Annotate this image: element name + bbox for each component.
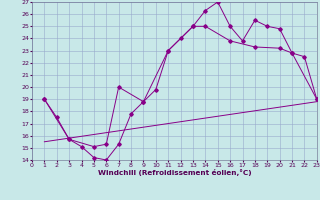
X-axis label: Windchill (Refroidissement éolien,°C): Windchill (Refroidissement éolien,°C)	[98, 169, 251, 176]
